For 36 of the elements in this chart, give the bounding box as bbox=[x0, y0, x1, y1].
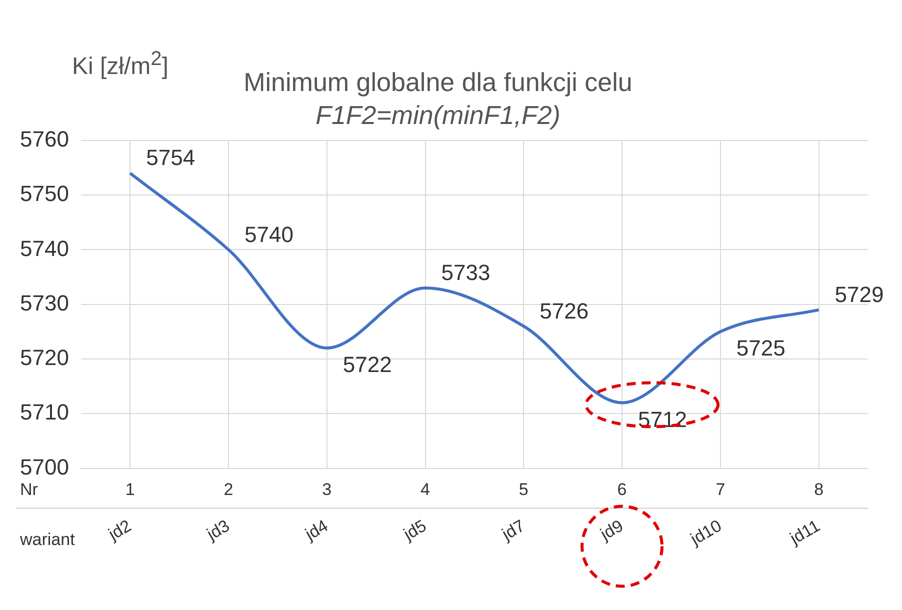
x-tick-label: jd2 bbox=[104, 516, 134, 544]
data-label: 5722 bbox=[342, 352, 392, 378]
data-label: 5740 bbox=[244, 222, 294, 247]
text: 4 bbox=[420, 480, 430, 499]
y-tick-label: 5700 bbox=[20, 454, 69, 480]
y-axis-title: Ki [zł/m$^{2}$] bbox=[72, 48, 168, 81]
text: 6 bbox=[617, 480, 627, 499]
chart-title: Minimum globalne dla funkcji celu bbox=[244, 66, 632, 97]
chart-subtitle: F1F2=min(minF1,F2) bbox=[316, 100, 560, 130]
y-tick-label: 5710 bbox=[20, 400, 69, 425]
x-tick-label: jd11 bbox=[786, 516, 824, 549]
text: 8 bbox=[814, 480, 824, 499]
data-label: 5725 bbox=[736, 336, 786, 361]
x-tick-label: jd10 bbox=[686, 516, 725, 550]
x-tick-label: jd9 bbox=[596, 516, 626, 544]
x-tick-label: jd4 bbox=[301, 516, 332, 544]
data-label: 5754 bbox=[146, 145, 196, 170]
y-tick-label: 5760 bbox=[20, 126, 69, 152]
data-label: 5729 bbox=[834, 282, 884, 307]
y-tick-label: 5740 bbox=[20, 236, 69, 261]
text: 7 bbox=[716, 480, 726, 499]
y-tick-label: 5720 bbox=[20, 345, 69, 370]
x-tick-label: jd7 bbox=[498, 516, 528, 544]
data-label: 5726 bbox=[540, 298, 589, 324]
x-tick-label: jd3 bbox=[202, 516, 233, 544]
text: 5 bbox=[518, 480, 528, 499]
x-axis-title: wariant bbox=[19, 530, 76, 549]
text: 1 bbox=[125, 480, 135, 499]
text: 2 bbox=[224, 480, 234, 499]
x-tick-label: jd5 bbox=[400, 516, 430, 544]
text: Nr bbox=[20, 480, 38, 499]
text: 3 bbox=[322, 480, 332, 499]
line-series bbox=[128, 172, 820, 404]
data-label: 5733 bbox=[441, 260, 490, 285]
y-tick-label: 5730 bbox=[20, 290, 69, 316]
y-tick-label: 5750 bbox=[20, 181, 69, 206]
